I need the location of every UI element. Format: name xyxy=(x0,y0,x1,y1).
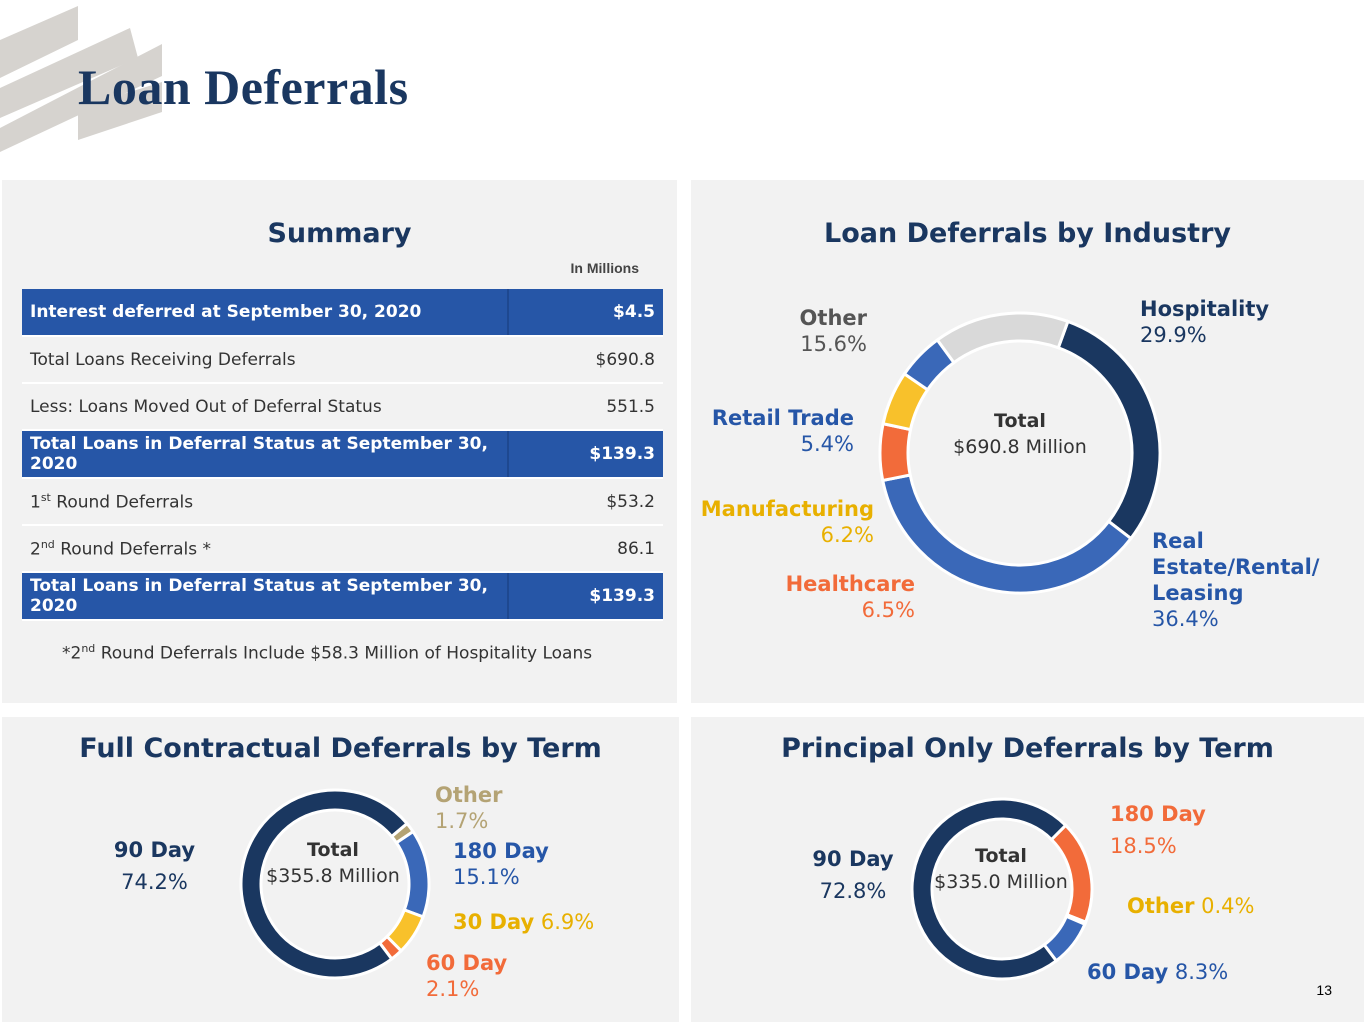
label-other: Other 1.7% xyxy=(435,783,503,833)
label-30-day: 30 Day 6.9% xyxy=(453,910,595,934)
industry-panel: Loan Deferrals by Industry Total $690.8 … xyxy=(691,180,1364,703)
donut-center: Total $355.8 Million xyxy=(266,839,400,887)
row-label: Less: Loans Moved Out of Deferral Status xyxy=(30,396,382,417)
table-row: Less: Loans Moved Out of Deferral Status… xyxy=(22,384,663,431)
footnote: *2nd Round Deferrals Include $58.3 Milli… xyxy=(62,642,593,664)
table-row: 2nd Round Deferrals * 86.1 xyxy=(22,526,663,573)
label-hospitality: Hospitality 29.9% xyxy=(1140,297,1270,347)
principal-only-title: Principal Only Deferrals by Term xyxy=(781,733,1274,764)
row-label: Total Loans in Deferral Status at Septem… xyxy=(30,576,488,616)
label-90-day: 90 Day 72.8% xyxy=(812,847,894,903)
company-logo xyxy=(0,6,162,152)
row-label: 1st Round Deferrals xyxy=(30,490,194,513)
table-row: Interest deferred at September 30, 2020 … xyxy=(22,289,663,337)
principal-only-donut-chart xyxy=(910,797,1094,981)
row-value: $139.3 xyxy=(507,431,663,477)
full-contractual-title: Full Contractual Deferrals by Term xyxy=(79,733,602,764)
page-number: 13 xyxy=(1316,982,1332,998)
label-real-estate: Real Estate/Rental/ Leasing 36.4% xyxy=(1152,529,1320,631)
table-row: Total Loans in Deferral Status at Septem… xyxy=(22,573,663,621)
row-label: 2nd Round Deferrals * xyxy=(30,537,211,560)
donut-slice-90-day xyxy=(910,797,1068,981)
donut-slice-90-day xyxy=(239,788,410,980)
label-60-day: 60 Day 8.3% xyxy=(1087,960,1229,984)
table-row: Total Loans Receiving Deferrals $690.8 xyxy=(22,337,663,384)
row-value: $690.8 xyxy=(595,349,655,370)
label-retail-trade: Retail Trade 5.4% xyxy=(711,406,854,456)
summary-panel: Summary In Millions Interest deferred at… xyxy=(2,180,677,703)
donut-center: Total $690.8 Million xyxy=(953,410,1087,458)
label-healthcare: Healthcare 6.5% xyxy=(785,572,915,622)
label-other: Other 15.6% xyxy=(799,306,867,356)
label-180-day: 180 Day 15.1% xyxy=(453,839,549,889)
full-contractual-donut-chart xyxy=(239,788,431,980)
industry-donut-chart xyxy=(878,311,1162,595)
unit-note: In Millions xyxy=(570,260,639,276)
label-180-day: 180 Day 18.5% xyxy=(1110,802,1206,858)
row-label: Total Loans Receiving Deferrals xyxy=(30,349,296,370)
summary-title: Summary xyxy=(267,218,412,249)
row-label: Total Loans in Deferral Status at Septem… xyxy=(30,434,488,474)
label-manufacturing: Manufacturing 6.2% xyxy=(700,497,874,547)
industry-title: Loan Deferrals by Industry xyxy=(824,218,1231,249)
label-60-day: 60 Day 2.1% xyxy=(426,951,508,1001)
summary-table: Interest deferred at September 30, 2020 … xyxy=(22,289,663,621)
row-value: 86.1 xyxy=(617,538,655,559)
row-value: $4.5 xyxy=(507,289,663,335)
principal-only-panel: Principal Only Deferrals by Term Total $… xyxy=(691,717,1364,1022)
page-title: Loan Deferrals xyxy=(78,59,409,115)
row-value: $139.3 xyxy=(507,573,663,619)
table-row: 1st Round Deferrals $53.2 xyxy=(22,479,663,526)
donut-slice-real-estate-rental-leasing xyxy=(880,473,1133,595)
row-value: 551.5 xyxy=(606,396,655,417)
label-90-day: 90 Day 74.2% xyxy=(113,838,196,894)
donut-center: Total $335.0 Million xyxy=(934,845,1068,893)
table-row: Total Loans in Deferral Status at Septem… xyxy=(22,431,663,479)
row-label: Interest deferred at September 30, 2020 xyxy=(30,302,422,322)
donut-slice-other xyxy=(935,311,1070,365)
full-contractual-panel: Full Contractual Deferrals by Term Total… xyxy=(2,717,679,1022)
row-value: $53.2 xyxy=(606,491,655,512)
donut-slice-healthcare xyxy=(878,421,913,483)
label-other: Other 0.4% xyxy=(1127,894,1255,918)
